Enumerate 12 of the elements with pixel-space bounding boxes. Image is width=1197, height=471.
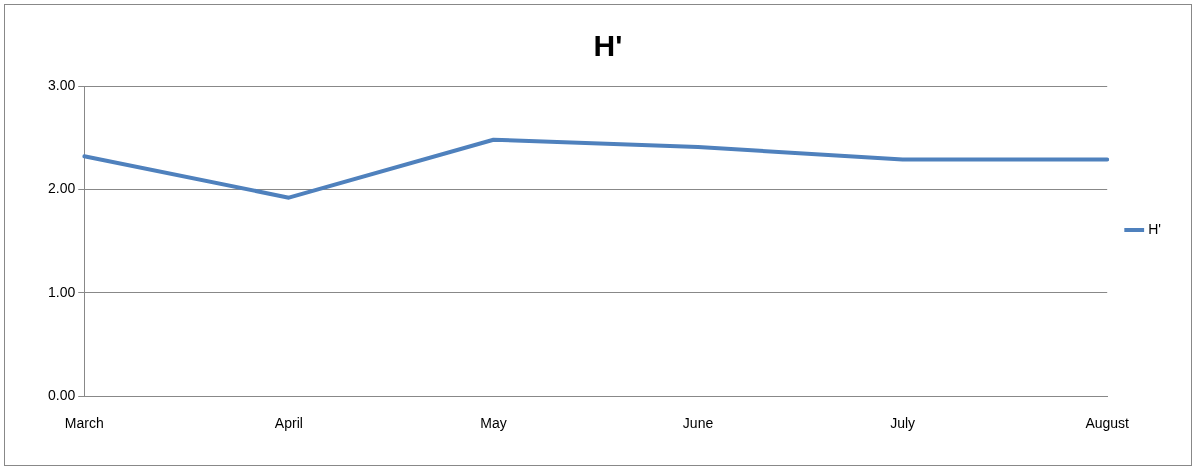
x-tick-label: May — [480, 415, 507, 432]
y-tick-label: 0.00 — [48, 387, 76, 404]
y-tick-label: 2.00 — [48, 180, 76, 197]
x-tick-label: July — [890, 415, 916, 432]
legend-label: H' — [1148, 220, 1162, 237]
x-tick-label: August — [1085, 415, 1130, 432]
x-tick-label: April — [274, 415, 303, 432]
x-tick-label: March — [64, 415, 104, 432]
y-tick-label: 1.00 — [48, 283, 76, 300]
chart-title: H' — [593, 29, 623, 63]
y-tick-label: 3.00 — [48, 76, 76, 93]
x-tick-label: June — [682, 415, 714, 432]
